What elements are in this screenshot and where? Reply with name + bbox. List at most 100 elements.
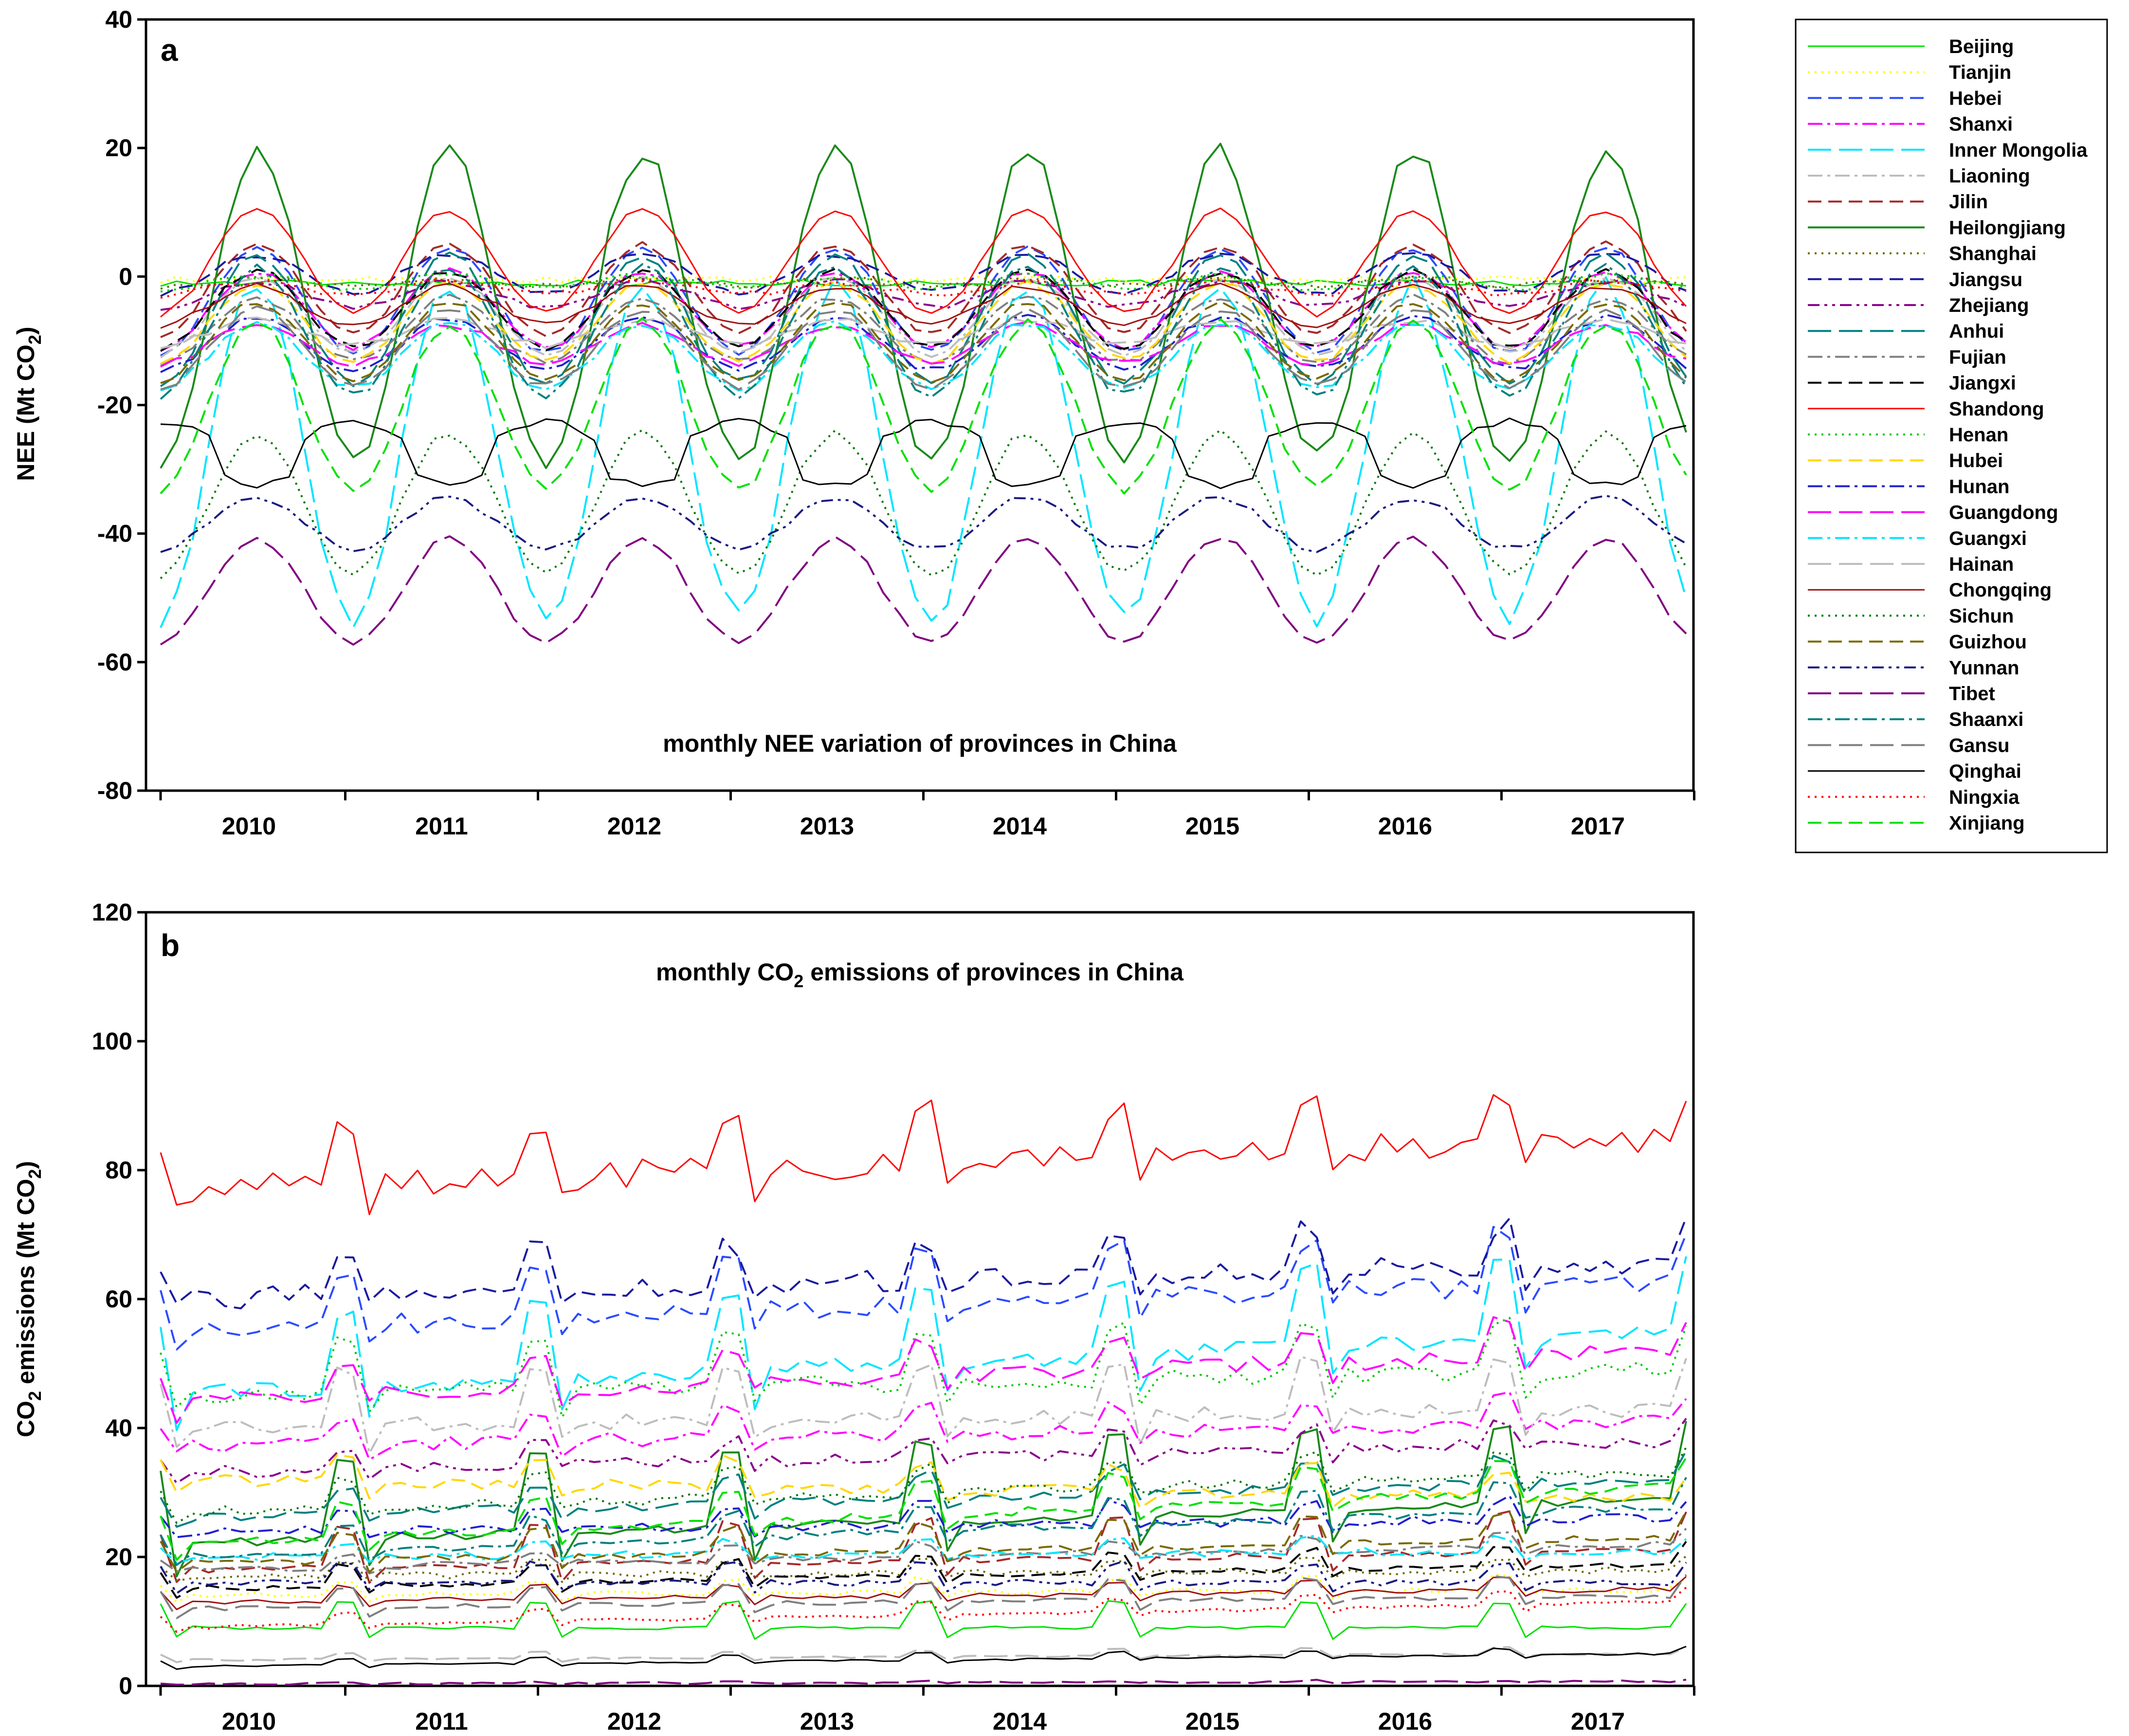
panel-b-series-xinjiang bbox=[160, 1457, 1687, 1561]
legend-label: Shandong bbox=[1949, 398, 2044, 420]
panel-a-x-tick-label: 2012 bbox=[607, 813, 661, 840]
panel-a-y-axis-label-main: NEE (Mt CO bbox=[12, 344, 39, 481]
legend-label: Hainan bbox=[1949, 554, 2014, 575]
legend-item: Shanghai bbox=[1808, 243, 2037, 265]
legend-item: Anhui bbox=[1808, 321, 2004, 342]
panel-a-x-tick-label: 2015 bbox=[1185, 813, 1239, 840]
panel-a-x-tick-label: 2014 bbox=[993, 813, 1047, 840]
panel-b-series-jiangxi bbox=[160, 1541, 1687, 1599]
legend-item: Jiangxi bbox=[1808, 373, 2016, 394]
panel-b-series-ningxia bbox=[160, 1587, 1687, 1633]
panel-b-y-axis-label-p3: ) bbox=[12, 1161, 39, 1169]
panel-b-series-shandong bbox=[160, 1094, 1687, 1215]
panel-a-x-tick-label: 2010 bbox=[222, 813, 276, 840]
panel-b-x-ticks: 2010 2011 2012 2013 2014 2015 2016 2017 bbox=[159, 1686, 1695, 1735]
panel-b-series-shanxi bbox=[160, 1391, 1687, 1461]
panel-b-series-tibet bbox=[160, 1679, 1687, 1686]
panel-b-series-jiangsu bbox=[160, 1217, 1687, 1310]
panel-a-y-tick-label: -20 bbox=[97, 392, 132, 419]
panel-b-y-tick-label: 120 bbox=[92, 899, 132, 926]
panel-a-y-axis-label-sub: 2 bbox=[25, 335, 45, 344]
panel-b-series-qinghai bbox=[160, 1646, 1687, 1670]
panel-a-series-tianjin bbox=[160, 275, 1687, 284]
panel-b-y-axis-label: CO2 emissions (Mt CO2) bbox=[12, 1161, 45, 1437]
panel-b-y-tick-label: 0 bbox=[119, 1672, 132, 1700]
panel-b-y-ticks: 0 20 40 60 80 100 120 bbox=[92, 899, 146, 1700]
panel-a-series-chongqing bbox=[160, 282, 1687, 329]
legend-item: Shanxi bbox=[1808, 114, 2013, 135]
legend-label: Henan bbox=[1949, 424, 2008, 446]
panel-b-label: b bbox=[161, 928, 180, 963]
panel-b-series-hubei bbox=[160, 1454, 1687, 1509]
panel-b-series-hunan bbox=[160, 1495, 1687, 1538]
legend-item: Hunan bbox=[1808, 476, 2009, 497]
panel-b-title-sub: 2 bbox=[794, 971, 803, 991]
legend-item: Shaanxi bbox=[1808, 709, 2023, 730]
panel-b-y-axis-label-sub2: 2 bbox=[25, 1169, 45, 1179]
legend-label: Tibet bbox=[1949, 683, 1995, 705]
panel-b-series-liaoning bbox=[160, 1356, 1687, 1455]
legend-label: Sichun bbox=[1949, 605, 2014, 627]
legend-item: Qinghai bbox=[1808, 761, 2021, 782]
legend-label: Qinghai bbox=[1949, 761, 2021, 782]
panel-b-x-tick-label: 2010 bbox=[222, 1708, 276, 1735]
legend-label: Shanxi bbox=[1949, 114, 2013, 135]
panel-a-plot-frame bbox=[145, 18, 1695, 792]
panel-b-x-tick-label: 2014 bbox=[993, 1708, 1047, 1735]
panel-a-series-hunan bbox=[160, 314, 1687, 373]
legend-label: Anhui bbox=[1949, 321, 2004, 342]
panel-b-series-zhejiang bbox=[160, 1418, 1687, 1484]
panel-b-y-tick-label: 40 bbox=[105, 1414, 132, 1442]
panel-a-x-tick-label: 2013 bbox=[800, 813, 854, 840]
legend-label: Guizhou bbox=[1949, 632, 2027, 653]
panel-b-x-tick-label: 2016 bbox=[1378, 1708, 1432, 1735]
panel-a-series-fujian bbox=[160, 293, 1687, 366]
legend-label: Fujian bbox=[1949, 346, 2006, 368]
legend-item: Tibet bbox=[1808, 683, 1995, 705]
panel-a-series-guangdong bbox=[160, 321, 1687, 368]
legend-item: Gansu bbox=[1808, 735, 2009, 756]
panel-b-y-tick-label: 100 bbox=[92, 1028, 132, 1055]
panel-b-series-anhui bbox=[160, 1450, 1687, 1528]
legend-item: Jilin bbox=[1808, 191, 1988, 213]
panel-a-series-jiangxi bbox=[160, 268, 1687, 352]
panel-b-title-end: emissions of provinces in China bbox=[803, 958, 1184, 986]
legend-label: Jiangsu bbox=[1949, 269, 2022, 290]
panel-b-title-main: monthly CO bbox=[656, 958, 794, 986]
panel-a-series-heilongjiang bbox=[160, 143, 1687, 469]
panel-b-series-henan bbox=[160, 1317, 1687, 1419]
panel-a-series-hebei bbox=[160, 245, 1687, 357]
panel-b-x-tick-label: 2013 bbox=[800, 1708, 854, 1735]
legend-item: Heilongjiang bbox=[1808, 217, 2066, 238]
legend-label: Guangxi bbox=[1949, 528, 2027, 549]
panel-a-series-xinjiang bbox=[160, 317, 1687, 495]
panel-b-series-shaanxi bbox=[160, 1477, 1687, 1566]
panel-b-x-tick-label: 2017 bbox=[1571, 1708, 1625, 1735]
legend-item: Zhejiang bbox=[1808, 295, 2029, 316]
panel-b-series-yunnan bbox=[160, 1560, 1687, 1594]
legend-label: Yunnan bbox=[1949, 657, 2019, 679]
panel-a-y-tick-label: 20 bbox=[105, 134, 132, 162]
panel-b-series-gansu bbox=[160, 1574, 1687, 1619]
legend-item: Hubei bbox=[1808, 450, 2003, 471]
panel-b-x-tick-label: 2011 bbox=[415, 1708, 468, 1735]
legend-label: Guangdong bbox=[1949, 502, 2058, 524]
legend-label: Jiangxi bbox=[1949, 373, 2016, 394]
panel-b-series-inner-mongolia bbox=[160, 1256, 1687, 1431]
legend-item: Beijing bbox=[1808, 36, 2014, 57]
panel-a-series-shandong bbox=[160, 207, 1687, 318]
panel-a-y-tick-label: 0 bbox=[119, 263, 132, 290]
panel-a-y-axis-label-end: ) bbox=[12, 326, 39, 335]
legend-label: Heilongjiang bbox=[1949, 217, 2066, 238]
panel-b-series-fujian bbox=[160, 1528, 1687, 1574]
legend-label: Gansu bbox=[1949, 735, 2009, 756]
panel-b-series-guizhou bbox=[160, 1510, 1687, 1573]
panel-a-x-tick-label: 2011 bbox=[415, 813, 468, 840]
legend-item: Yunnan bbox=[1808, 657, 2019, 679]
legend-item: Tianjin bbox=[1808, 62, 2011, 83]
panel-a-series-sichun bbox=[160, 429, 1687, 579]
panel-b-series-heilongjiang bbox=[160, 1421, 1687, 1577]
legend-label: Ningxia bbox=[1949, 787, 2020, 808]
